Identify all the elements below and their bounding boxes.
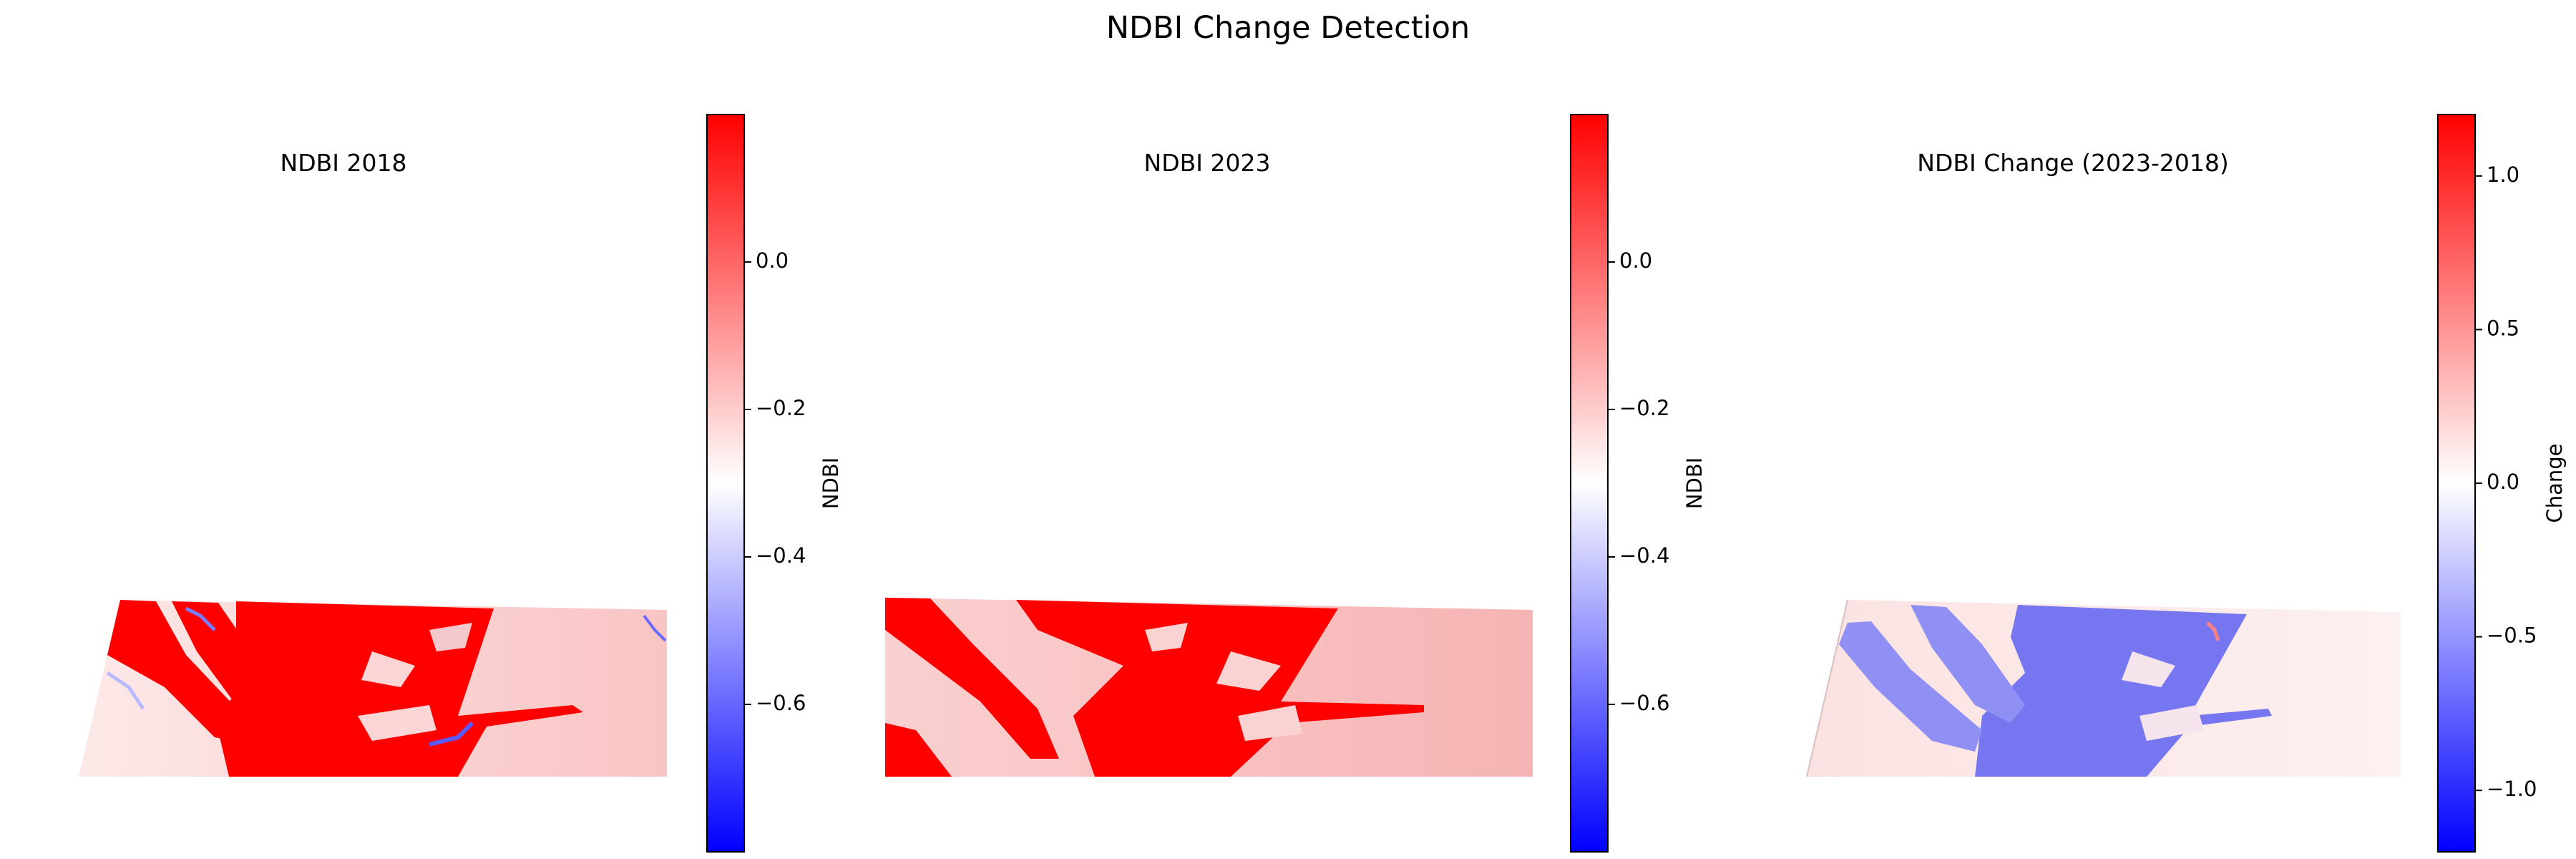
colorbar-2023-label: NDBI [1682, 457, 1707, 509]
colorbar-tick-label: −0.6 [1619, 691, 1669, 715]
change-edge-line [1806, 599, 1848, 777]
colorbar-tick-label: −0.4 [1619, 543, 1669, 568]
ndbi-2018-island-1 [361, 651, 415, 687]
ndbi-2023-band-1 [885, 598, 1059, 759]
change-decrease-band-2 [1911, 605, 2025, 723]
panel-title-2023: NDBI 2023 [1143, 149, 1271, 177]
ndbi-2018-builtup-main [215, 601, 583, 777]
change-decrease-main [1975, 605, 2272, 777]
colorbar-change-label: Change [2542, 443, 2567, 523]
heatmap-2023 [885, 598, 1533, 777]
colorbar-2018-label: NDBI [819, 457, 843, 509]
ndbi-2018-island-2 [358, 705, 436, 741]
colorbar-tick-label: 0.5 [2487, 316, 2519, 340]
ndbi-2018-band-1 [107, 600, 250, 744]
ndbi-2018-channel-blue-4 [643, 614, 667, 642]
colorbar-2023: 0.0 −0.2 −0.4 −0.6 NDBI [1570, 114, 1707, 853]
colorbar-tick-label: −1.0 [2487, 777, 2537, 801]
colorbar-tick-label: −0.4 [756, 543, 806, 568]
change-island-2 [2140, 705, 2204, 741]
ndbi-2018-channel-blue-3 [106, 671, 145, 710]
ndbi-2018-channel-blue-1 [185, 606, 216, 631]
colorbar-tick-label: 0.0 [756, 248, 789, 273]
panel-title-change: NDBI Change (2023-2018) [1917, 149, 2229, 177]
colorbar-2018: 0.0 −0.2 −0.4 −0.6 NDBI [706, 114, 843, 853]
change-increase-streak [2206, 621, 2220, 641]
change-island-1 [2122, 651, 2175, 687]
ndbi-2023-island-2 [1238, 705, 1302, 741]
ndbi-2018-band-2 [172, 601, 283, 723]
ndbi-2023-island-3 [1145, 623, 1188, 651]
ndbi-2018-channel-blue-2 [429, 721, 474, 747]
colorbar-tick-label: −0.2 [756, 396, 806, 420]
ndbi-2023-island-1 [1216, 651, 1281, 691]
colorbar-tick-label: −0.5 [2487, 623, 2537, 648]
heatmap-2018 [79, 600, 667, 777]
heatmap-change [1806, 599, 2401, 777]
change-decrease-band-1 [1839, 621, 1982, 752]
colorbar-tick-label: 1.0 [2487, 162, 2519, 187]
ndbi-2023-builtup-main [1016, 600, 1424, 777]
panel-title-2018: NDBI 2018 [280, 149, 407, 177]
figure-title: NDBI Change Detection [1106, 10, 1470, 46]
colorbar-tick-label: −0.2 [1619, 396, 1669, 420]
colorbar-tick-label: 0.0 [2487, 470, 2519, 494]
colorbar-change: 1.0 0.5 0.0 −0.5 −1.0 Change [2437, 114, 2567, 853]
colorbar-tick-label: −0.6 [756, 691, 806, 715]
ndbi-2018-island-3 [429, 623, 472, 651]
ndbi-2023-band-2 [885, 723, 952, 777]
colorbar-tick-label: 0.0 [1619, 248, 1652, 273]
